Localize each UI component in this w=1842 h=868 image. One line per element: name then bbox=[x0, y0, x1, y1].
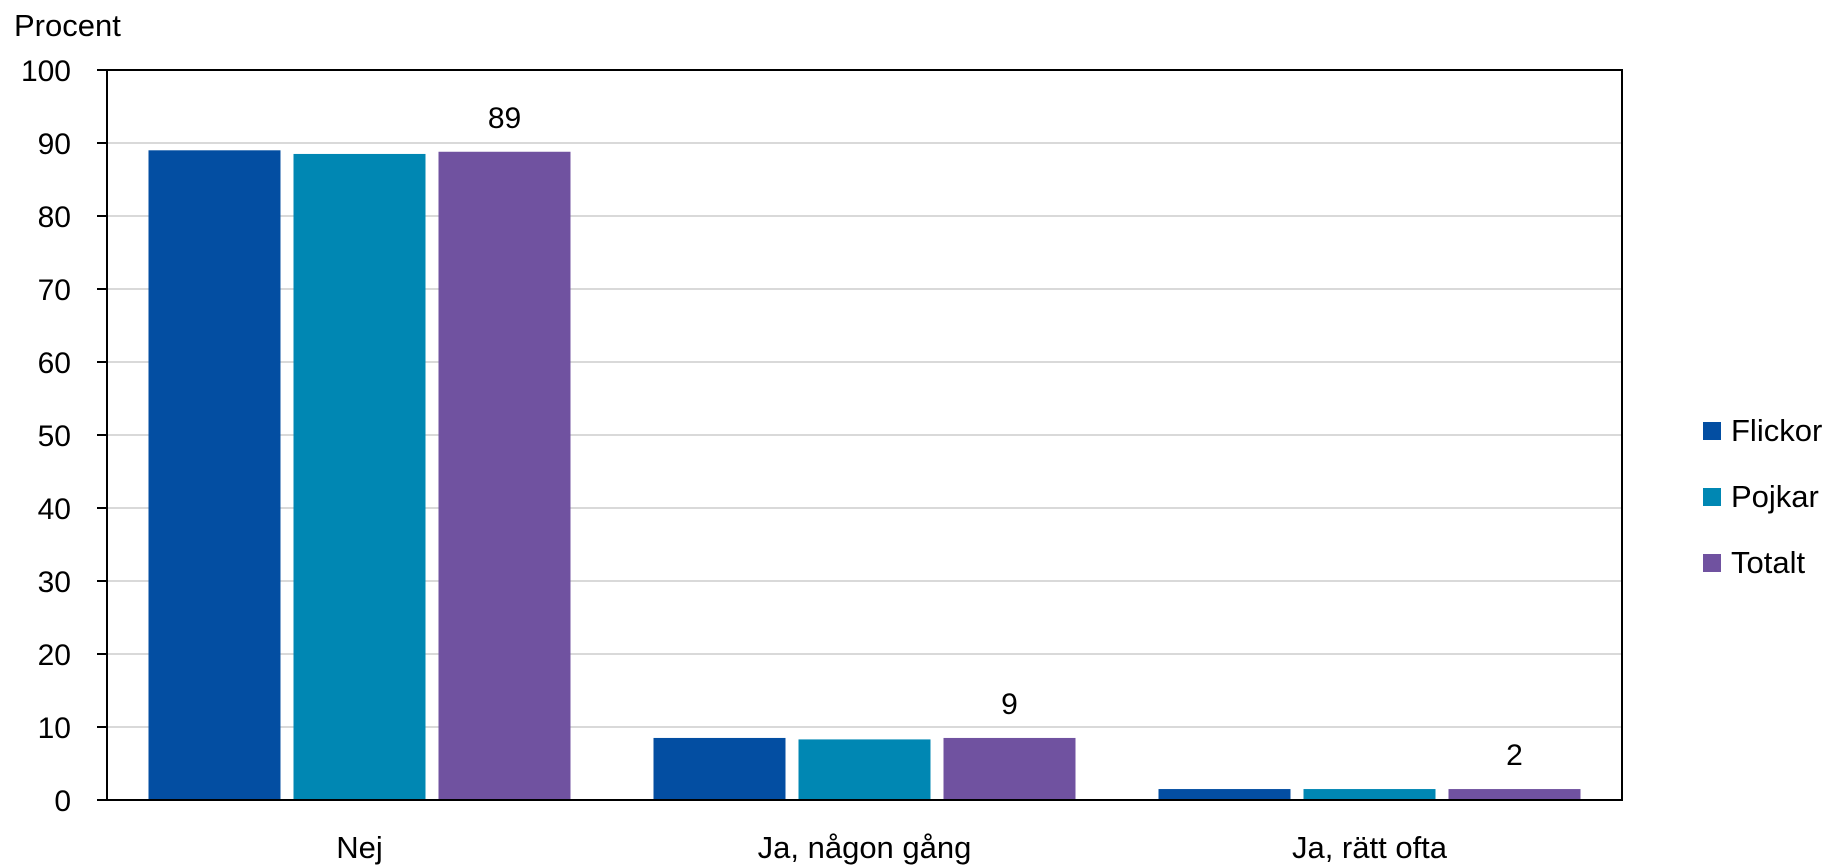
legend-label: Totalt bbox=[1731, 545, 1806, 580]
bar-totalt bbox=[1448, 789, 1581, 800]
data-label: 89 bbox=[488, 102, 521, 135]
y-tick-label: 0 bbox=[54, 785, 71, 818]
x-tick-label: Ja, rätt ofta bbox=[1292, 830, 1448, 865]
y-axis-title: Procent bbox=[14, 8, 121, 43]
y-tick-label: 60 bbox=[38, 347, 71, 380]
x-tick-label: Ja, någon gång bbox=[758, 830, 972, 865]
data-label: 2 bbox=[1506, 739, 1523, 772]
bar-pojkar bbox=[1303, 789, 1436, 800]
legend-swatch bbox=[1703, 554, 1721, 572]
y-tick-label: 100 bbox=[21, 55, 71, 88]
plot-area-border bbox=[106, 69, 1623, 801]
y-tick-label: 50 bbox=[38, 420, 71, 453]
y-tick-label: 30 bbox=[38, 566, 71, 599]
legend-item-flickor: Flickor bbox=[1703, 398, 1822, 464]
x-tick-label: Nej bbox=[336, 830, 383, 865]
legend-swatch bbox=[1703, 422, 1721, 440]
y-tick-label: 10 bbox=[38, 712, 71, 745]
bar-flickor bbox=[1158, 789, 1291, 800]
legend: Flickor Pojkar Totalt bbox=[1703, 398, 1822, 596]
y-tick-label: 20 bbox=[38, 639, 71, 672]
y-tick-label: 90 bbox=[38, 128, 71, 161]
bar-totalt bbox=[943, 737, 1076, 800]
y-tick-label: 40 bbox=[38, 493, 71, 526]
bar-flickor bbox=[653, 737, 786, 800]
y-tick-label: 70 bbox=[38, 274, 71, 307]
y-tick-label: 80 bbox=[38, 201, 71, 234]
legend-item-pojkar: Pojkar bbox=[1703, 464, 1822, 530]
bar-flickor bbox=[148, 150, 281, 801]
legend-item-totalt: Totalt bbox=[1703, 530, 1822, 596]
legend-swatch bbox=[1703, 488, 1721, 506]
bar-pojkar bbox=[798, 739, 931, 800]
bar-totalt bbox=[438, 151, 571, 800]
data-label: 9 bbox=[1001, 688, 1018, 721]
bar-pojkar bbox=[293, 153, 426, 800]
legend-label: Flickor bbox=[1731, 413, 1823, 448]
legend-label: Pojkar bbox=[1731, 479, 1819, 514]
